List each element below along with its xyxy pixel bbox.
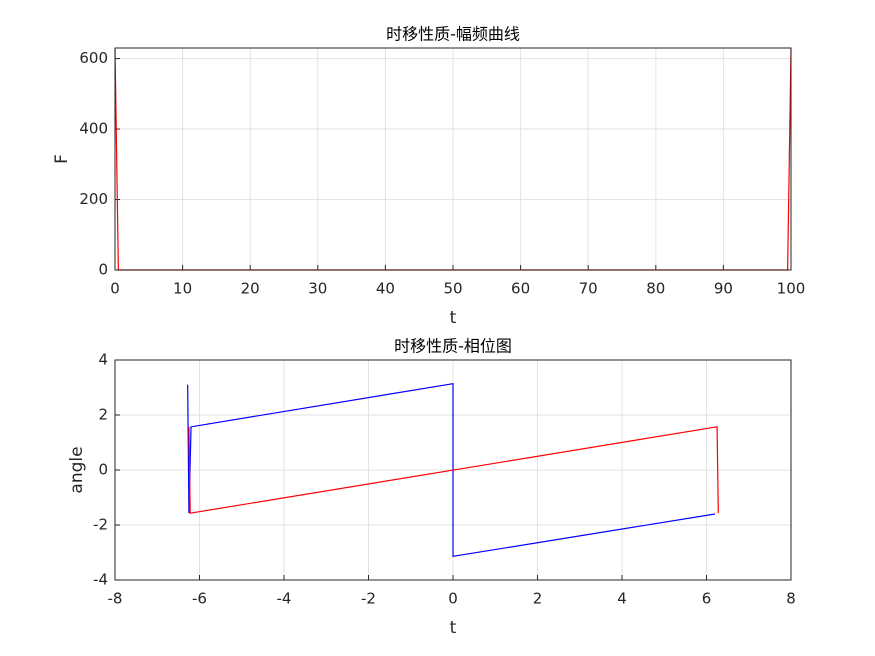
x-tick-label: -4 xyxy=(277,590,292,608)
x-axis-label: t xyxy=(450,618,457,638)
y-tick-label: -4 xyxy=(93,571,108,589)
y-tick-label: 200 xyxy=(79,190,108,208)
y-tick-label: 2 xyxy=(98,406,108,424)
x-tick-label: 30 xyxy=(308,280,327,298)
x-tick-label: -6 xyxy=(192,590,207,608)
x-tick-label: 50 xyxy=(443,280,462,298)
x-tick-label: 6 xyxy=(702,590,712,608)
y-tick-label: 4 xyxy=(98,351,108,369)
chart-title: 时移性质-相位图 xyxy=(394,337,512,356)
x-tick-label: 40 xyxy=(376,280,395,298)
x-tick-label: -2 xyxy=(361,590,376,608)
x-tick-label: 4 xyxy=(617,590,627,608)
x-tick-label: 0 xyxy=(448,590,458,608)
data-line xyxy=(188,426,719,514)
y-axis-label: angle xyxy=(67,446,87,493)
data-line xyxy=(187,382,716,558)
y-axis-label: F xyxy=(52,154,72,164)
y-tick-label: 600 xyxy=(79,49,108,67)
x-tick-label: 70 xyxy=(579,280,598,298)
x-tick-label: 90 xyxy=(714,280,733,298)
x-tick-label: 80 xyxy=(646,280,665,298)
chart-title: 时移性质-幅频曲线 xyxy=(386,25,520,44)
x-tick-label: 20 xyxy=(241,280,260,298)
x-tick-label: 10 xyxy=(173,280,192,298)
y-tick-label: 400 xyxy=(79,120,108,138)
axes-box xyxy=(114,359,792,581)
y-tick-label: 0 xyxy=(98,261,108,279)
y-tick-label: 0 xyxy=(98,461,108,479)
x-tick-label: 100 xyxy=(777,280,806,298)
x-tick-label: 2 xyxy=(533,590,543,608)
x-axis-label: t xyxy=(450,308,457,328)
x-tick-label: 0 xyxy=(110,280,120,298)
x-tick-label: 60 xyxy=(511,280,530,298)
x-tick-label: -8 xyxy=(108,590,123,608)
x-tick-label: 8 xyxy=(786,590,796,608)
axes-box xyxy=(114,47,792,271)
y-tick-label: -2 xyxy=(93,516,108,534)
